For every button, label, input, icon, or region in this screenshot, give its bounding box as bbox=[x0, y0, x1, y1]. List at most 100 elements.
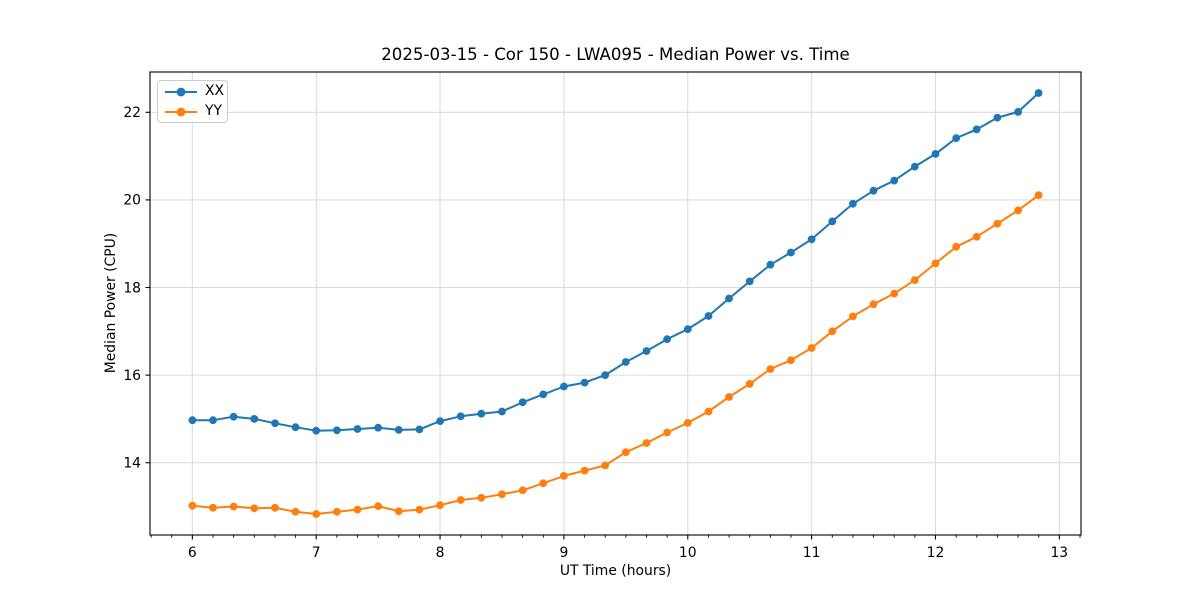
data-point bbox=[807, 344, 816, 352]
data-point bbox=[291, 423, 300, 432]
data-point bbox=[539, 390, 548, 399]
data-point bbox=[683, 419, 692, 427]
data-point bbox=[456, 496, 465, 504]
data-point bbox=[787, 248, 795, 257]
data-point bbox=[725, 294, 733, 303]
data-point bbox=[745, 277, 754, 286]
series-xx bbox=[188, 89, 1043, 435]
data-point bbox=[436, 501, 444, 510]
data-point bbox=[209, 416, 217, 425]
data-point bbox=[931, 259, 940, 268]
data-point bbox=[229, 502, 238, 511]
data-point bbox=[374, 423, 382, 432]
data-point bbox=[518, 398, 527, 407]
data-point bbox=[436, 417, 444, 425]
x-tick-label: 8 bbox=[436, 545, 445, 561]
data-point bbox=[663, 335, 671, 344]
data-point bbox=[828, 217, 837, 226]
data-point bbox=[456, 412, 465, 421]
data-point bbox=[560, 382, 568, 391]
data-point bbox=[580, 378, 589, 387]
y-tick-label: 22 bbox=[123, 105, 141, 121]
data-point bbox=[353, 505, 362, 514]
data-point bbox=[539, 479, 548, 488]
x-tick-label: 11 bbox=[803, 545, 821, 561]
data-point bbox=[498, 490, 506, 499]
data-point bbox=[1034, 89, 1043, 97]
data-point bbox=[271, 419, 279, 428]
data-point bbox=[725, 393, 733, 401]
data-point bbox=[188, 416, 197, 425]
y-tick-label: 20 bbox=[123, 193, 141, 209]
legend-label: XX bbox=[205, 82, 225, 99]
data-point bbox=[683, 325, 692, 333]
data-point bbox=[704, 312, 713, 320]
data-point bbox=[601, 461, 610, 470]
data-point bbox=[250, 504, 259, 513]
data-point bbox=[394, 426, 403, 434]
y-tick-label: 14 bbox=[123, 456, 141, 472]
x-tick-label: 9 bbox=[559, 545, 568, 561]
y-tick-label: 18 bbox=[123, 280, 141, 296]
data-point bbox=[890, 289, 899, 298]
x-axis: 6 7 8 9 10 11 12 13 bbox=[150, 535, 1081, 561]
data-point bbox=[910, 276, 919, 284]
data-point bbox=[972, 125, 981, 134]
data-point bbox=[291, 507, 300, 516]
data-point bbox=[415, 425, 424, 434]
data-point bbox=[271, 503, 279, 512]
data-point bbox=[993, 113, 1002, 122]
data-point bbox=[1034, 191, 1043, 200]
data-point bbox=[333, 426, 341, 435]
data-point bbox=[477, 409, 486, 418]
data-point bbox=[993, 219, 1002, 228]
data-point bbox=[766, 260, 775, 269]
plot-border bbox=[149, 71, 1082, 536]
legend: XX YY bbox=[157, 80, 228, 123]
y-tick-label: 16 bbox=[123, 368, 141, 384]
data-point bbox=[621, 448, 630, 457]
series-line bbox=[192, 194, 1040, 515]
line-marker-icon bbox=[165, 87, 197, 96]
data-point bbox=[498, 407, 506, 416]
x-tick-label: 13 bbox=[1050, 545, 1068, 561]
data-point bbox=[580, 466, 589, 475]
y-axis: 14 16 18 20 22 bbox=[123, 105, 150, 472]
data-point bbox=[188, 501, 197, 510]
data-point bbox=[807, 235, 816, 244]
data-point bbox=[642, 347, 651, 355]
data-point bbox=[1014, 206, 1022, 215]
x-axis-label: UT Time (hours) bbox=[559, 563, 672, 579]
data-point bbox=[229, 412, 238, 421]
data-point bbox=[787, 356, 795, 365]
data-point bbox=[560, 472, 568, 480]
data-point bbox=[890, 176, 899, 185]
y-axis-label: Median Power (CPU) bbox=[103, 232, 119, 374]
data-point bbox=[952, 134, 961, 143]
x-tick-label: 7 bbox=[312, 545, 321, 561]
data-point bbox=[601, 371, 610, 379]
data-point bbox=[869, 300, 878, 309]
data-point bbox=[621, 358, 630, 366]
chart-title: 2025-03-15 - Cor 150 - LWA095 - Median P… bbox=[381, 45, 850, 64]
legend-label: YY bbox=[205, 102, 222, 119]
data-point bbox=[374, 502, 382, 510]
data-point bbox=[333, 507, 341, 516]
data-point bbox=[353, 425, 362, 433]
x-tick-label: 12 bbox=[927, 545, 945, 561]
data-point bbox=[518, 486, 527, 495]
data-point bbox=[312, 510, 321, 518]
data-point bbox=[209, 503, 217, 512]
data-point bbox=[952, 242, 961, 251]
data-point bbox=[849, 199, 857, 208]
data-point bbox=[849, 312, 857, 321]
data-point bbox=[250, 415, 259, 423]
data-point bbox=[931, 150, 940, 158]
data-point bbox=[745, 380, 754, 388]
line-marker-icon bbox=[165, 107, 197, 116]
data-point bbox=[704, 407, 713, 416]
data-point bbox=[910, 162, 919, 171]
data-point bbox=[663, 428, 671, 437]
